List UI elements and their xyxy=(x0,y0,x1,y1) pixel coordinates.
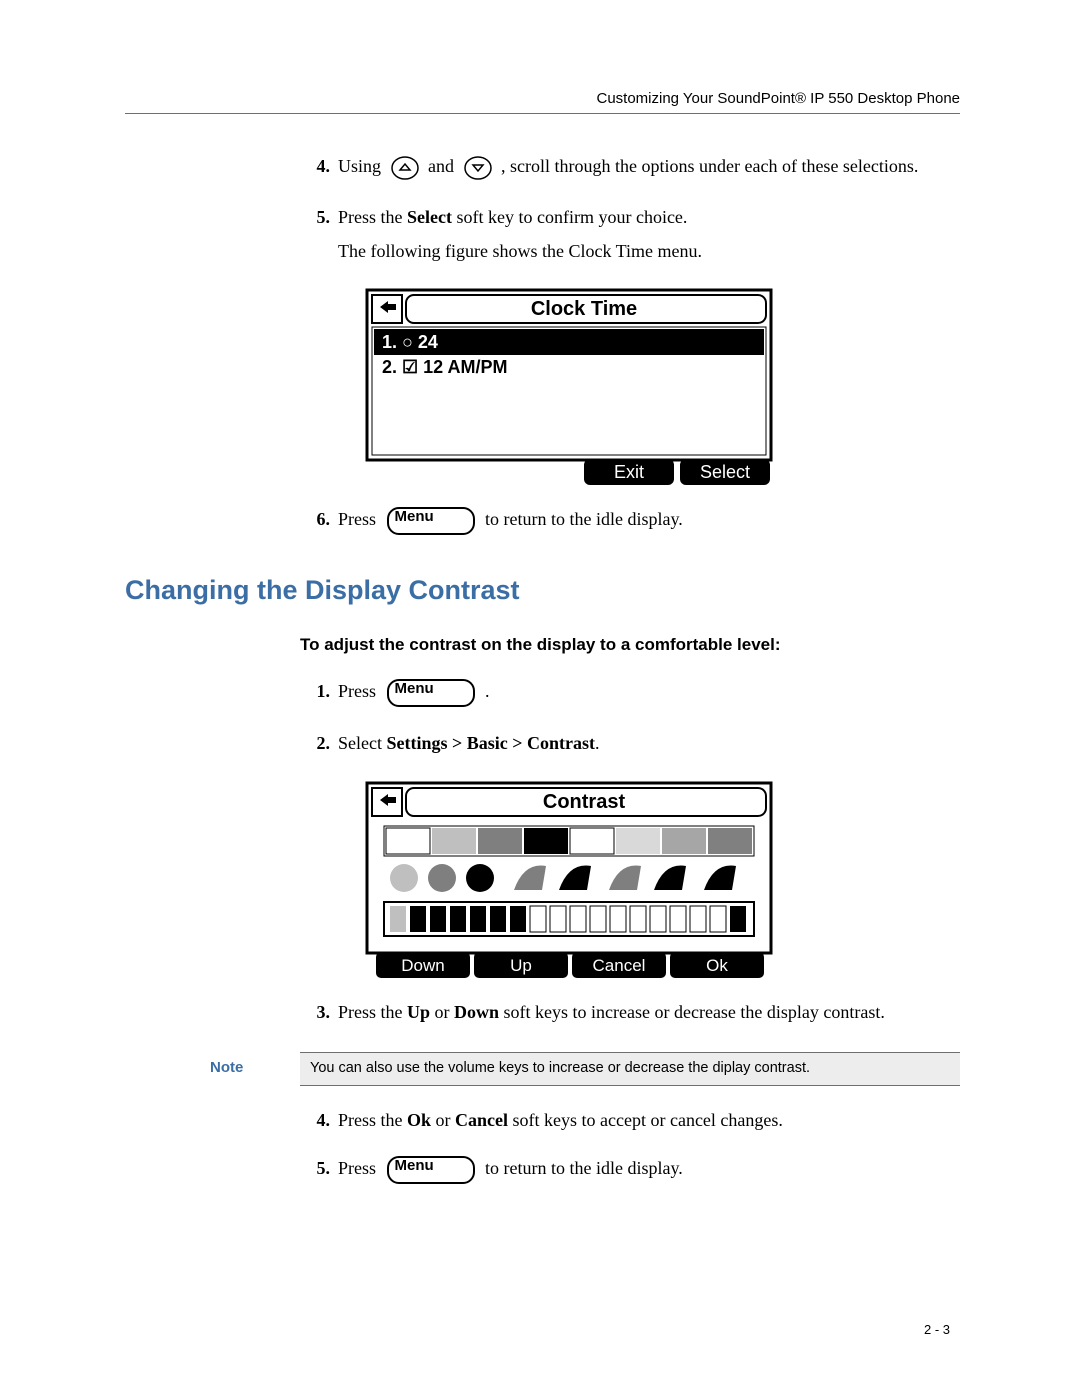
note-label: Note xyxy=(210,1052,300,1086)
subheading: To adjust the contrast on the display to… xyxy=(300,634,960,657)
up-softkey: Up xyxy=(510,956,532,975)
step-5: 5. Press the Select soft key to confirm … xyxy=(300,205,960,274)
text: Press xyxy=(338,510,381,530)
text: or xyxy=(430,1002,454,1022)
text: to return to the idle display. xyxy=(485,510,683,530)
figure-title: Clock Time xyxy=(531,298,637,320)
step-number: 5. xyxy=(300,205,338,274)
page-container: Customizing Your SoundPoint® IP 550 Desk… xyxy=(0,0,1080,1397)
text: The following figure shows the Clock Tim… xyxy=(338,239,960,263)
text: Press the xyxy=(338,207,407,227)
step-b4: 4. Press the Ok or Cancel soft keys to a… xyxy=(300,1108,960,1142)
step-body: Select Settings > Basic > Contrast. xyxy=(338,731,960,765)
text: or xyxy=(431,1110,455,1130)
figure-clock-time: Clock Time 1. ○ 24 2. ☑ 12 AM/PM Exit Se… xyxy=(364,287,960,487)
heading-display-contrast: Changing the Display Contrast xyxy=(125,575,960,606)
ok-softkey: Ok xyxy=(706,956,728,975)
text: soft key to confirm your choice. xyxy=(452,207,687,227)
figure-contrast: Contrast xyxy=(364,780,960,980)
text: , scroll through the options under each … xyxy=(501,156,918,176)
text: soft keys to accept or cancel changes. xyxy=(508,1110,783,1130)
step-body: Press Menu to return to the idle display… xyxy=(338,1156,960,1194)
step-number: 4. xyxy=(300,154,338,191)
up-arrow-icon xyxy=(390,155,420,181)
down-softkey: Down xyxy=(401,956,444,975)
down-arrow-icon xyxy=(463,155,493,181)
step-number: 5. xyxy=(300,1156,338,1194)
clock-option-2: 2. ☑ 12 AM/PM xyxy=(382,357,508,377)
text: to return to the idle display. xyxy=(485,1158,683,1178)
step-body: Using and , scroll through the options u… xyxy=(338,154,960,191)
header-rule xyxy=(125,113,960,114)
menu-button-icon: Menu xyxy=(387,1156,475,1184)
step-b1: 1. Press Menu . xyxy=(300,679,960,717)
page-number: 2 - 3 xyxy=(924,1322,950,1337)
text: Press xyxy=(338,682,381,702)
text: Press xyxy=(338,1158,381,1178)
step-number: 1. xyxy=(300,679,338,717)
note-text: You can also use the volume keys to incr… xyxy=(300,1052,960,1086)
step-body: Press Menu . xyxy=(338,679,960,717)
note-callout: Note You can also use the volume keys to… xyxy=(210,1052,960,1086)
text-bold: Settings > Basic > Contrast xyxy=(386,733,595,753)
text: . xyxy=(485,682,490,702)
step-body: Press the Ok or Cancel soft keys to acce… xyxy=(338,1108,960,1142)
step-b5: 5. Press Menu to return to the idle disp… xyxy=(300,1156,960,1194)
page-header: Customizing Your SoundPoint® IP 550 Desk… xyxy=(125,90,960,107)
figure-title: Contrast xyxy=(543,791,626,813)
step-4: 4. Using and , scroll through the option… xyxy=(300,154,960,191)
exit-softkey: Exit xyxy=(614,462,644,482)
content-area-2: To adjust the contrast on the display to… xyxy=(125,634,960,1193)
select-softkey: Select xyxy=(700,462,750,482)
step-6: 6. Press Menu to return to the idle disp… xyxy=(300,507,960,545)
text-bold: Down xyxy=(454,1002,499,1022)
menu-button-icon: Menu xyxy=(387,679,475,707)
step-number: 6. xyxy=(300,507,338,545)
step-b3: 3. Press the Up or Down soft keys to inc… xyxy=(300,1000,960,1034)
step-body: Press the Select soft key to confirm you… xyxy=(338,205,960,274)
text-bold: Up xyxy=(407,1002,430,1022)
text-bold: Select xyxy=(407,207,452,227)
step-number: 2. xyxy=(300,731,338,765)
cancel-softkey: Cancel xyxy=(593,956,646,975)
step-number: 4. xyxy=(300,1108,338,1142)
text: Press the xyxy=(338,1110,407,1130)
text: Using xyxy=(338,156,386,176)
text: Select xyxy=(338,733,386,753)
clock-option-1: 1. ○ 24 xyxy=(382,332,438,352)
step-number: 3. xyxy=(300,1000,338,1034)
step-body: Press Menu to return to the idle display… xyxy=(338,507,960,545)
text-bold: Cancel xyxy=(455,1110,508,1130)
text-bold: Ok xyxy=(407,1110,431,1130)
text: and xyxy=(428,156,459,176)
content-area: 4. Using and , scroll through the option… xyxy=(125,154,960,545)
menu-button-icon: Menu xyxy=(387,507,475,535)
text: Press the xyxy=(338,1002,407,1022)
step-b2: 2. Select Settings > Basic > Contrast. xyxy=(300,731,960,765)
step-body: Press the Up or Down soft keys to increa… xyxy=(338,1000,960,1034)
text: . xyxy=(595,733,600,753)
text: soft keys to increase or decrease the di… xyxy=(499,1002,885,1022)
